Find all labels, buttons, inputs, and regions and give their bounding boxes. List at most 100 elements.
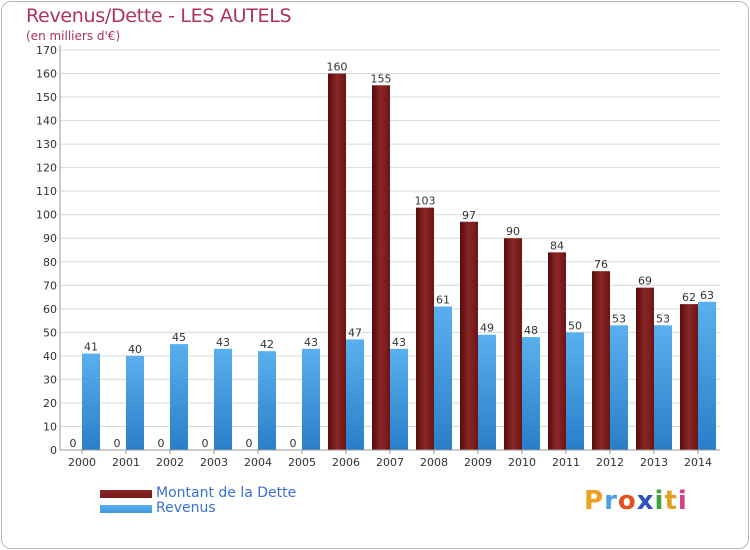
y-tick-label: 150 — [36, 91, 57, 104]
y-tick-label: 30 — [43, 373, 57, 386]
data-label-dette: 69 — [638, 275, 652, 288]
y-tick-label: 90 — [43, 232, 57, 245]
y-tick-label: 130 — [36, 138, 57, 151]
data-label-dette: 76 — [594, 258, 608, 271]
data-label-revenus: 49 — [480, 322, 494, 335]
bar-dette — [372, 85, 390, 450]
x-tick-label: 2003 — [200, 456, 228, 469]
bar-revenus — [522, 337, 540, 450]
data-label-dette: 0 — [246, 437, 253, 450]
logo-letter: r — [604, 486, 618, 516]
y-tick-label: 110 — [36, 185, 57, 198]
bar-dette — [592, 271, 610, 450]
data-label-revenus: 43 — [216, 336, 230, 349]
data-label-revenus: 45 — [172, 331, 186, 344]
logo-letter: i — [654, 486, 665, 516]
data-label-dette: 90 — [506, 225, 520, 238]
data-label-dette: 97 — [462, 209, 476, 222]
y-tick-label: 160 — [36, 68, 57, 81]
bar-revenus — [214, 348, 232, 450]
bar-revenus — [258, 351, 276, 450]
data-label-dette: 0 — [114, 437, 121, 450]
data-label-revenus: 41 — [84, 341, 98, 354]
x-tick-label: 2013 — [640, 456, 668, 469]
bar-revenus — [654, 325, 672, 450]
bar-revenus — [302, 348, 320, 450]
data-label-revenus: 63 — [700, 289, 714, 302]
data-label-revenus: 50 — [568, 319, 582, 332]
x-tick-label: 2001 — [112, 456, 140, 469]
bar-revenus — [610, 325, 628, 450]
data-label-revenus: 43 — [304, 336, 318, 349]
y-tick-label: 170 — [36, 44, 57, 57]
data-label-dette: 0 — [158, 437, 165, 450]
data-label-dette: 160 — [327, 61, 348, 74]
bar-revenus — [82, 353, 100, 450]
x-tick-label: 2008 — [420, 456, 448, 469]
data-label-dette: 0 — [290, 437, 297, 450]
chart-subtitle: (en milliers d'€) — [26, 29, 121, 43]
x-tick-label: 2000 — [68, 456, 96, 469]
x-tick-label: 2007 — [376, 456, 404, 469]
x-tick-label: 2011 — [552, 456, 580, 469]
y-tick-label: 70 — [43, 279, 57, 292]
bar-revenus — [434, 306, 452, 450]
legend-label-revenus: Revenus — [156, 500, 216, 516]
data-label-revenus: 53 — [656, 312, 670, 325]
bar-dette — [548, 252, 566, 450]
bar-revenus — [390, 348, 408, 450]
bar-revenus — [698, 301, 716, 450]
data-label-dette: 0 — [202, 437, 209, 450]
x-tick-label: 2010 — [508, 456, 536, 469]
logo-letter: i — [677, 486, 688, 516]
data-label-revenus: 43 — [392, 336, 406, 349]
data-label-revenus: 42 — [260, 338, 274, 351]
x-tick-label: 2006 — [332, 456, 360, 469]
bar-revenus — [478, 334, 496, 450]
legend-swatch-revenus — [100, 505, 152, 513]
bar-dette — [636, 287, 654, 450]
y-tick-label: 50 — [43, 326, 57, 339]
logo-letter: o — [617, 486, 637, 516]
bar-revenus — [170, 344, 188, 450]
data-label-revenus: 53 — [612, 312, 626, 325]
bar-revenus — [126, 355, 144, 450]
y-tick-label: 120 — [36, 162, 57, 175]
x-tick-label: 2009 — [464, 456, 492, 469]
x-tick-label: 2012 — [596, 456, 624, 469]
y-tick-label: 10 — [43, 420, 57, 433]
y-tick-label: 0 — [50, 444, 57, 457]
data-label-revenus: 40 — [128, 343, 142, 356]
bar-dette — [504, 238, 522, 450]
chart-title: Revenus/Dette - LES AUTELS — [26, 5, 292, 27]
bar-dette — [328, 73, 346, 450]
logo-letter: x — [636, 486, 655, 516]
y-tick-label: 140 — [36, 115, 57, 128]
data-label-dette: 103 — [415, 195, 436, 208]
bar-dette — [460, 221, 478, 450]
x-tick-label: 2005 — [288, 456, 316, 469]
x-tick-label: 2014 — [684, 456, 712, 469]
x-tick-label: 2004 — [244, 456, 272, 469]
y-tick-label: 20 — [43, 397, 57, 410]
bar-revenus — [346, 339, 364, 450]
proxiti-logo: Proxiti — [584, 486, 688, 516]
bar-revenus — [566, 332, 584, 450]
x-tick-label: 2002 — [156, 456, 184, 469]
y-tick-label: 80 — [43, 256, 57, 269]
logo-letter: P — [584, 486, 605, 516]
bar-dette — [680, 304, 698, 450]
data-label-dette: 84 — [550, 239, 564, 252]
data-label-dette: 0 — [70, 437, 77, 450]
legend-swatch-dette — [100, 490, 152, 498]
logo-letter: t — [664, 486, 678, 516]
data-label-revenus: 47 — [348, 326, 362, 339]
y-tick-label: 40 — [43, 350, 57, 363]
y-tick-label: 60 — [43, 303, 57, 316]
data-label-revenus: 61 — [436, 293, 450, 306]
legend-label-dette: Montant de la Dette — [156, 485, 297, 501]
y-tick-label: 100 — [36, 209, 57, 222]
data-label-revenus: 48 — [524, 324, 538, 337]
data-label-dette: 155 — [371, 72, 392, 85]
